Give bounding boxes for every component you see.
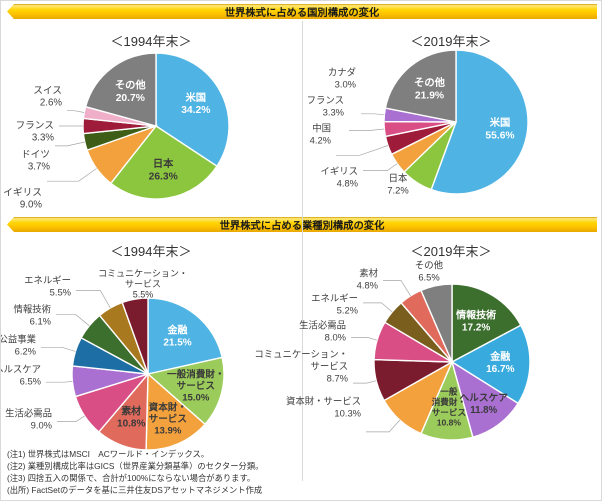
svg-text:その他: その他	[415, 260, 444, 271]
svg-text:8.7%: 8.7%	[327, 372, 348, 383]
svg-text:10.8%: 10.8%	[437, 418, 462, 428]
svg-text:ヘルスケア: ヘルスケア	[459, 392, 508, 404]
svg-text:素材: 素材	[359, 268, 378, 279]
svg-text:サービス: サービス	[310, 361, 348, 372]
svg-text:10.3%: 10.3%	[334, 407, 361, 418]
svg-text:17.2%: 17.2%	[462, 322, 490, 333]
svg-text:サービス: サービス	[432, 406, 466, 417]
svg-text:一般: 一般	[440, 386, 458, 397]
svg-text:コミュニケーション・: コミュニケーション・	[254, 349, 348, 360]
svg-text:消費財・: 消費財・	[432, 396, 466, 407]
svg-text:16.7%: 16.7%	[486, 364, 514, 375]
svg-text:8.0%: 8.0%	[325, 331, 346, 342]
svg-text:情報技術: 情報技術	[456, 308, 496, 321]
svg-text:5.2%: 5.2%	[337, 304, 358, 315]
svg-text:11.8%: 11.8%	[470, 405, 497, 416]
svg-text:生活必需品: 生活必需品	[299, 320, 346, 331]
svg-text:資本財・サービス: 資本財・サービス	[286, 396, 361, 407]
svg-text:エネルギー: エネルギー	[311, 293, 358, 304]
svg-text:金融: 金融	[489, 350, 510, 363]
svg-text:6.5%: 6.5%	[418, 271, 439, 282]
svg-text:4.8%: 4.8%	[357, 279, 378, 290]
